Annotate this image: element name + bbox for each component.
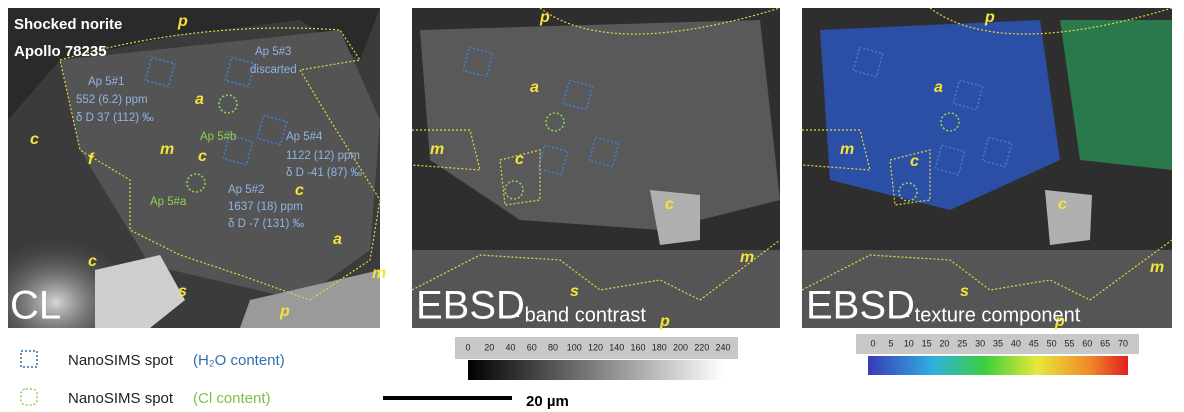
colorbar-tick: 35 xyxy=(993,338,1003,348)
panel-label: m xyxy=(430,141,444,158)
panel-label: c xyxy=(88,253,97,270)
panel-label: Ap 5#4 xyxy=(286,131,323,143)
colorbar-tick: 0 xyxy=(870,338,875,348)
panel-label: a xyxy=(333,231,342,248)
panel-label: p xyxy=(984,9,995,26)
panel-label: p xyxy=(659,313,670,330)
colorbar-tick: 30 xyxy=(975,338,985,348)
panel-label: c xyxy=(1058,196,1067,213)
colorbar-tick: 40 xyxy=(1011,338,1021,348)
panel-label: a xyxy=(934,79,943,96)
grain-c xyxy=(1045,190,1092,245)
panel-label: m xyxy=(740,249,754,266)
colorbar-tick: 240 xyxy=(715,342,730,352)
panel-label: Ap 5#a xyxy=(150,196,187,208)
colorbar-tick: 15 xyxy=(922,338,932,348)
colorbar-tick: 200 xyxy=(673,342,688,352)
panel-label: s xyxy=(570,283,579,300)
panel-label: a xyxy=(195,91,204,108)
panel-label: c xyxy=(910,153,919,170)
legend-note: (H₂O content) xyxy=(193,352,285,369)
panel-label: m xyxy=(1150,259,1164,276)
panel-label: p xyxy=(539,9,550,26)
panel-label: p xyxy=(279,303,290,320)
panel-label: 552 (6.2) ppm xyxy=(76,94,148,106)
panel-label: Ap 5#2 xyxy=(228,184,264,196)
colorbar-tick: 100 xyxy=(567,342,582,352)
colorbar-tick: 55 xyxy=(1064,338,1074,348)
panel-label: 1637 (18) ppm xyxy=(228,201,303,213)
panel-label: c xyxy=(515,151,524,168)
colorbar-gray xyxy=(468,360,723,380)
colorbar-tick: 160 xyxy=(630,342,645,352)
colorbar-tick: 40 xyxy=(505,342,515,352)
colorbar-tick: 65 xyxy=(1100,338,1110,348)
panel-label: p xyxy=(177,13,188,30)
panel-label: Ap 5#b xyxy=(200,131,236,143)
figure: 20 µm Shocked norite Apollo 78235 p Ap 5#3 d… xyxy=(0,0,1184,412)
panel-label: c xyxy=(665,196,674,213)
panel-label: discarted xyxy=(250,64,297,76)
colorbar-tick: 70 xyxy=(1118,338,1128,348)
panel-label: δ D 37 (112) ‰ xyxy=(76,112,154,124)
colorbar-rainbow xyxy=(868,356,1128,375)
panel-label: c xyxy=(30,131,39,148)
colorbar-tick: 25 xyxy=(957,338,967,348)
panel-label: a xyxy=(530,79,539,96)
panel-label: – texture component xyxy=(898,304,1081,326)
colorbar-tick: 140 xyxy=(609,342,624,352)
panel-label: δ D -7 (131) ‰ xyxy=(228,218,305,230)
colorbar-tick: 10 xyxy=(904,338,914,348)
legend-note: (Cl content) xyxy=(193,390,271,407)
colorbar-tick: 20 xyxy=(484,342,494,352)
panel-label: CL xyxy=(10,284,61,328)
legend-icon xyxy=(21,389,37,405)
panel-label: 1122 (12) ppm xyxy=(286,150,360,162)
colorbar-tick: 50 xyxy=(1047,338,1057,348)
colorbar-tick: 20 xyxy=(939,338,949,348)
colorbar-tick: 0 xyxy=(465,342,470,352)
legend-label: NanoSIMS spot xyxy=(68,352,174,369)
colorbar-tick: 180 xyxy=(652,342,667,352)
colorbar-tick: 120 xyxy=(588,342,603,352)
scale-label: 20 µm xyxy=(526,393,569,410)
panel-label: s xyxy=(960,283,969,300)
panel-label: m xyxy=(160,141,174,158)
colorbar-tick: 60 xyxy=(1082,338,1092,348)
legend-icon xyxy=(21,351,37,367)
colorbar-tick: 60 xyxy=(527,342,537,352)
colorbar-tick: 220 xyxy=(694,342,709,352)
panel-label: c xyxy=(295,182,304,199)
panel-label: s xyxy=(178,283,187,300)
panel-label: Ap 5#3 xyxy=(255,46,291,58)
panel-label: – band contrast xyxy=(508,304,646,326)
colorbar-tick: 45 xyxy=(1029,338,1039,348)
panel-label: Shocked norite xyxy=(14,16,122,33)
panel-label: m xyxy=(840,141,854,158)
panel-label: m xyxy=(372,265,386,282)
colorbar-tick: 5 xyxy=(888,338,893,348)
colorbar-tick: 80 xyxy=(548,342,558,352)
panel-label: δ D -41 (87) ‰ xyxy=(286,167,363,179)
panel-label: Ap 5#1 xyxy=(88,76,124,88)
panel-label: Apollo 78235 xyxy=(14,43,107,60)
panel-label: c xyxy=(198,148,207,165)
legend-label: NanoSIMS spot xyxy=(68,390,174,407)
